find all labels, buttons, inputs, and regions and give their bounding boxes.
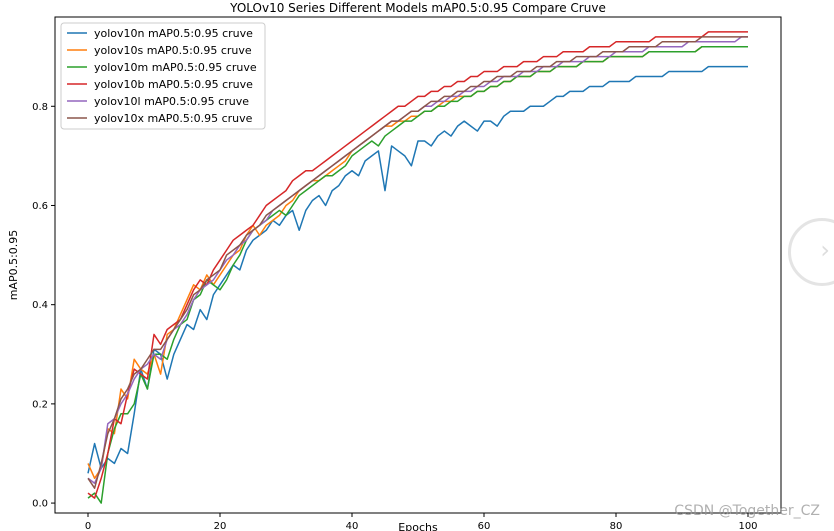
legend-label: yolov10m mAP0.5:0.95 cruve [94,61,257,74]
y-tick-label: 0.6 [32,201,48,212]
chart-title: YOLOv10 Series Different Models mAP0.5:0… [229,1,606,15]
series-lines [87,31,748,504]
y-axis-label: mAP0.5:0.95 [7,230,20,301]
legend-box [60,22,266,130]
x-tick-label: 0 [85,521,91,531]
x-tick-label: 20 [214,521,227,531]
legend-label: yolov10s mAP0.5:0.95 cruve [94,44,252,57]
x-tick-label: 40 [346,521,359,531]
series-line-yolov10m [87,46,748,504]
y-ticks: 0.0 0.2 0.4 0.6 0.8 [32,102,55,510]
x-ticks: 0 20 40 60 80 100 [85,513,758,531]
x-tick-label: 80 [610,521,623,531]
y-tick-label: 0.8 [32,102,48,113]
series-line-yolov10n [87,65,748,474]
y-tick-label: 0.0 [32,499,48,510]
legend: yolov10n mAP0.5:0.95 cruve yolov10s mAP0.… [60,22,266,130]
legend-label: yolov10x mAP0.5:0.95 cruve [94,112,253,125]
y-tick-label: 0.4 [32,300,48,311]
x-tick-label: 100 [738,521,757,531]
chevron-right-icon: › [820,236,830,264]
legend-label: yolov10b mAP0.5:0.95 cruve [94,78,253,91]
series-line-yolov10b [87,31,748,499]
watermark-text: CSDN @Together_CZ [674,503,820,519]
legend-label: yolov10n mAP0.5:0.95 cruve [94,27,253,40]
legend-label: yolov10l mAP0.5:0.95 cruve [94,95,249,108]
x-tick-label: 60 [478,521,491,531]
x-axis-label: Epochs [398,521,438,531]
y-tick-label: 0.2 [32,399,48,410]
series-line-yolov10x [87,36,748,489]
